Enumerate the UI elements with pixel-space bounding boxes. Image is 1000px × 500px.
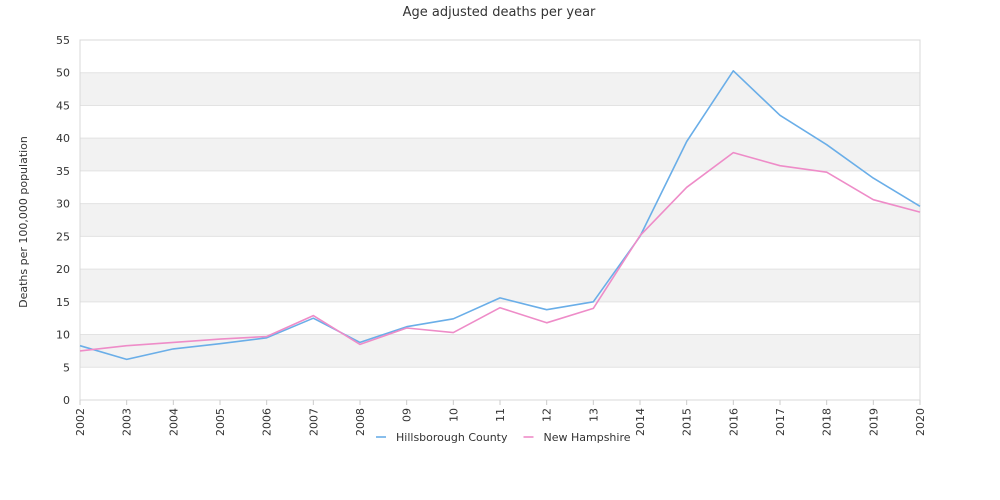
x-tick-label: 09 [401,408,414,422]
x-tick-label: 2002 [74,408,87,436]
x-tick-label: 2016 [727,408,740,436]
x-axis-ticks: 2002 2003 2004 2005 2006 2007 2008 09 10 11 12 13 20… [74,400,927,436]
x-tick-label: 2006 [261,408,274,436]
x-tick-label: 2014 [634,408,647,436]
y-tick-label: 15 [56,296,70,309]
y-tick-label: 5 [63,361,70,374]
y-axis-label: Deaths per 100,000 population [17,136,30,308]
gridlines [80,39,920,401]
x-tick-label: 2019 [867,408,880,436]
x-tick-label: 10 [447,408,460,422]
y-axis-ticks: 0 5 10 15 20 25 30 35 40 45 50 55 [56,34,70,407]
background-band [80,203,920,237]
background-band [80,72,920,106]
background-band [80,269,920,302]
legend-label: New Hampshire [544,431,631,444]
x-tick-label: 2017 [774,408,787,436]
x-tick-label: 2004 [167,408,180,436]
series-lines [79,70,921,361]
x-tick-label: 2015 [681,408,694,436]
y-tick-label: 30 [56,198,70,211]
y-tick-label: 10 [56,329,70,342]
y-tick-label: 25 [56,230,70,243]
x-tick-label: 2007 [307,408,320,436]
x-tick-label: 2020 [914,408,927,436]
chart-title: Age adjusted deaths per year [403,5,596,20]
legend-item-hillsborough-county[interactable]: Hillsborough County [376,431,508,444]
x-tick-label: 2003 [121,408,134,436]
x-tick-label: 2018 [821,408,834,436]
y-tick-label: 40 [56,132,70,145]
y-tick-label: 55 [56,34,70,47]
x-tick-label: 13 [587,408,600,422]
series-line-new-hampshire[interactable] [79,151,921,352]
background-band [80,138,920,171]
legend-label: Hillsborough County [396,431,508,444]
background-bands [80,72,920,368]
x-tick-label: 2008 [354,408,367,436]
x-tick-label: 12 [541,408,554,422]
legend[interactable]: Hillsborough County New Hampshire [376,431,631,444]
series-line-hillsborough-county[interactable] [79,70,921,361]
x-tick-label: 11 [494,408,507,422]
legend-item-new-hampshire[interactable]: New Hampshire [523,431,631,444]
y-tick-label: 20 [56,263,70,276]
x-tick-label: 2005 [214,408,227,436]
y-tick-label: 50 [56,67,70,80]
y-tick-label: 35 [56,165,70,178]
y-tick-label: 45 [56,99,70,112]
y-tick-label: 0 [63,394,70,407]
background-band [80,334,920,368]
